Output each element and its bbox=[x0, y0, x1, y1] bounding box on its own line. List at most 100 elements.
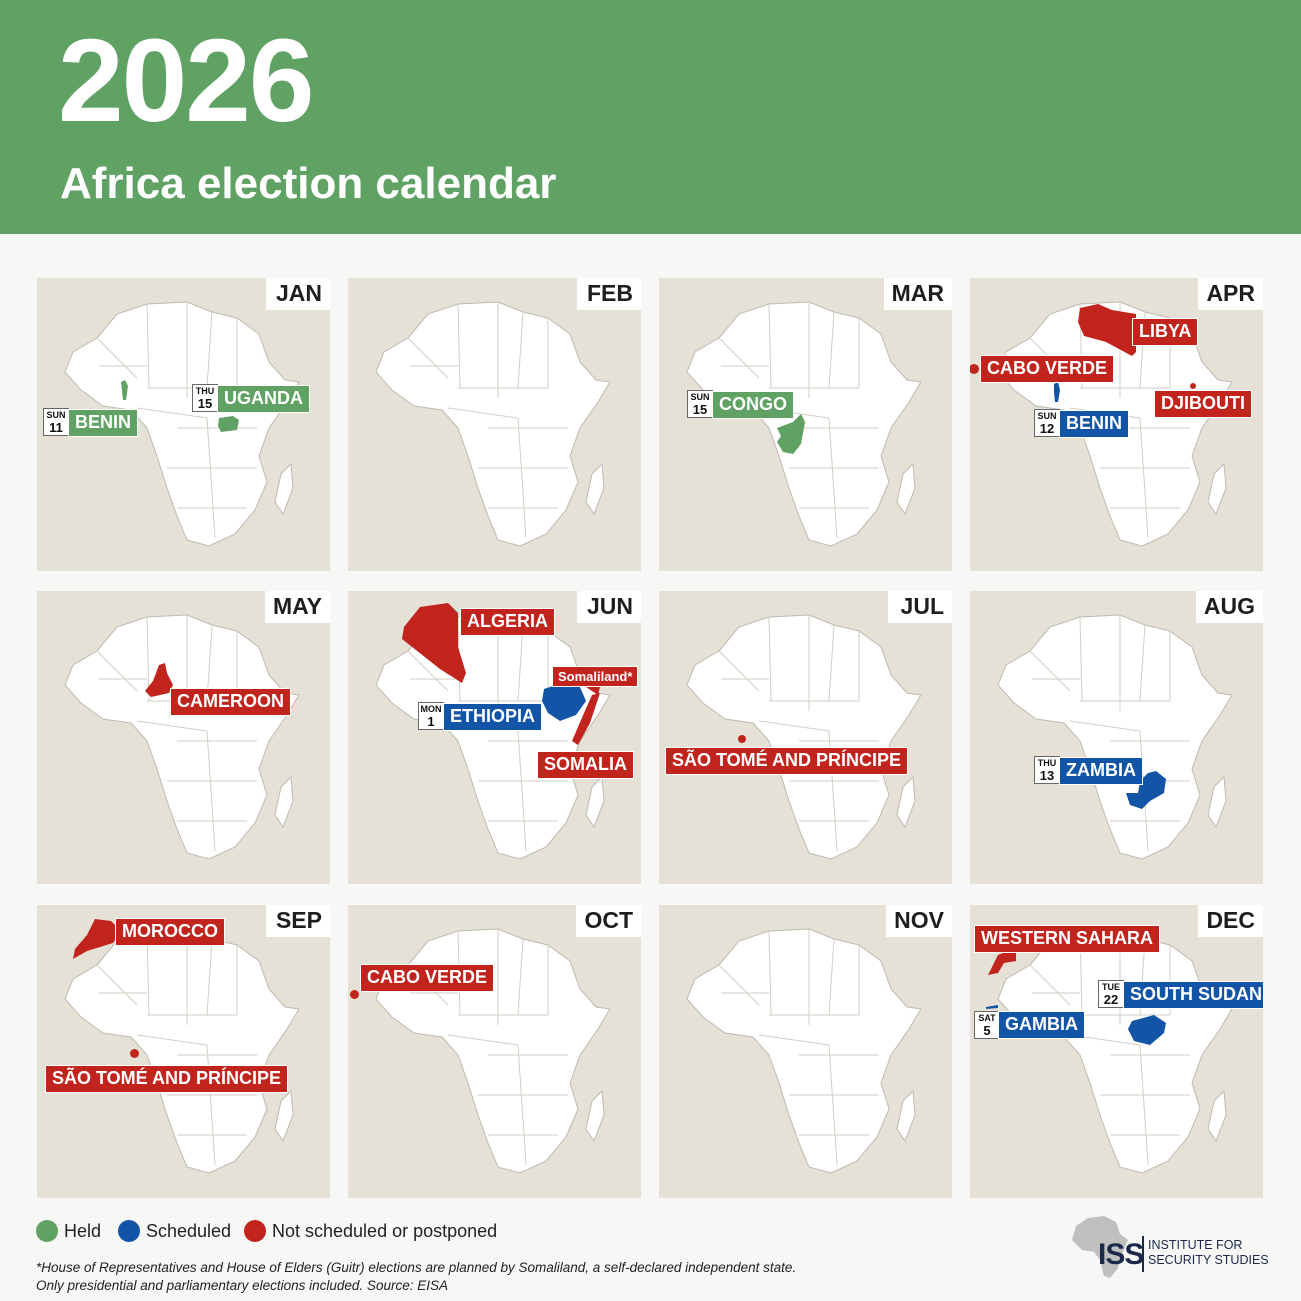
madagascar-landmass bbox=[274, 462, 294, 516]
madagascar-landmass bbox=[896, 462, 916, 516]
sao-tome-dot bbox=[738, 735, 746, 743]
label-somalia: SOMALIA bbox=[537, 751, 634, 779]
panel-jul: JUL SÃO TOMÉ AND PRÍNCIPE bbox=[659, 591, 952, 884]
country-border bbox=[768, 616, 772, 702]
not-scheduled-dot-icon bbox=[244, 1220, 266, 1242]
ethiopia-shape bbox=[542, 683, 586, 721]
label-benin: BENIN bbox=[68, 409, 139, 437]
country-border bbox=[206, 938, 213, 1016]
logo-fullname: INSTITUTE FOR SECURITY STUDIES bbox=[1148, 1238, 1269, 1267]
date-badge: SUN 11 bbox=[43, 408, 69, 436]
country-border bbox=[828, 624, 835, 702]
country-border bbox=[96, 337, 138, 379]
africa-landmass bbox=[375, 301, 611, 547]
scheduled-dot-icon bbox=[118, 1220, 140, 1242]
country-border bbox=[517, 417, 527, 539]
panel-dec: DEC WESTERN SAHARA TUE 22 SOUTH SUDAN SAT… bbox=[970, 905, 1263, 1198]
benin-shape bbox=[121, 380, 128, 400]
panel-apr: APR LIBYA CABO VERDE DJIBOUTI SUN 12 BENI… bbox=[970, 278, 1263, 571]
congo-shape bbox=[777, 414, 805, 454]
month-label: AUG bbox=[1195, 591, 1263, 623]
country-border bbox=[517, 938, 524, 1016]
madagascar-landmass bbox=[585, 462, 605, 516]
country-border bbox=[718, 650, 760, 692]
panel-aug: AUG THU 13 ZAMBIA bbox=[970, 591, 1263, 884]
uganda-shape bbox=[218, 416, 239, 432]
region-shapes bbox=[986, 951, 1166, 1045]
label-south-sudan: SOUTH SUDAN bbox=[1123, 981, 1263, 1009]
somaliland-shape bbox=[586, 687, 600, 695]
country-border bbox=[758, 720, 830, 732]
panel-oct: OCT CABO VERDE bbox=[348, 905, 641, 1198]
month-label: APR bbox=[1198, 278, 1263, 310]
month-label: MAR bbox=[883, 278, 952, 310]
africa-map bbox=[686, 928, 922, 1174]
label-somaliland: Somaliland* bbox=[552, 666, 639, 687]
label-libya: LIBYA bbox=[1132, 318, 1199, 346]
africa-landmass bbox=[64, 301, 300, 547]
year-title: 2026 bbox=[58, 15, 315, 147]
country-border bbox=[447, 407, 519, 419]
country-border bbox=[758, 1034, 830, 1046]
label-cameroon: CAMEROON bbox=[170, 688, 291, 716]
benin-shape bbox=[1054, 382, 1060, 402]
africa-landmass bbox=[686, 614, 922, 860]
label-algeria: ALGERIA bbox=[460, 608, 555, 636]
madagascar-landmass bbox=[274, 775, 294, 829]
panel-nov: NOV bbox=[659, 905, 952, 1198]
month-label: NOV bbox=[886, 905, 952, 937]
month-label: JUN bbox=[577, 591, 641, 623]
label-benin: BENIN bbox=[1059, 410, 1130, 438]
date-badge: TUE 22 bbox=[1098, 980, 1124, 1008]
month-label: OCT bbox=[576, 905, 641, 937]
legend-scheduled: Scheduled bbox=[118, 1220, 231, 1242]
western-sahara-shape bbox=[988, 951, 1016, 975]
region-shapes bbox=[777, 414, 805, 454]
country-border bbox=[136, 720, 208, 732]
region-shapes bbox=[73, 919, 121, 959]
date-badge: SUN 15 bbox=[687, 390, 713, 418]
country-border bbox=[96, 964, 138, 1006]
label-morocco: MOROCCO bbox=[115, 918, 225, 946]
country-border bbox=[1139, 1044, 1149, 1166]
panel-jun: JUN ALGERIA Somaliland* MON 1 ETHIOPIA SO… bbox=[348, 591, 641, 884]
country-border bbox=[828, 417, 838, 539]
month-label: MAY bbox=[265, 591, 330, 623]
country-border bbox=[517, 1044, 527, 1166]
africa-landmass bbox=[997, 614, 1233, 860]
libya-shape bbox=[1078, 304, 1136, 356]
country-border bbox=[206, 311, 213, 389]
legend-not-scheduled: Not scheduled or postponed bbox=[244, 1220, 497, 1242]
country-border bbox=[517, 730, 527, 852]
region-shapes bbox=[145, 663, 173, 697]
africa-logo-icon bbox=[1072, 1216, 1128, 1278]
label-cabo-verde: CABO VERDE bbox=[980, 355, 1115, 383]
madagascar-landmass bbox=[896, 775, 916, 829]
country-border bbox=[136, 407, 208, 419]
country-border bbox=[1029, 964, 1071, 1006]
madagascar-landmass bbox=[896, 1089, 916, 1143]
cabo-verde-dot bbox=[970, 364, 979, 374]
country-border bbox=[206, 730, 216, 852]
label-congo: CONGO bbox=[712, 391, 795, 419]
country-border bbox=[768, 930, 772, 1016]
country-border bbox=[718, 964, 760, 1006]
country-border bbox=[1069, 720, 1141, 732]
legend-not-scheduled-label: Not scheduled or postponed bbox=[272, 1220, 498, 1241]
logo-divider bbox=[1142, 1236, 1144, 1272]
iss-logo: ISS INSTITUTE FOR SECURITY STUDIES bbox=[1070, 1214, 1270, 1280]
footnote: *House of Representatives and House of E… bbox=[36, 1259, 936, 1294]
country-border bbox=[1029, 650, 1071, 692]
label-gambia: GAMBIA bbox=[998, 1011, 1085, 1039]
country-border bbox=[447, 1034, 519, 1046]
africa-map bbox=[375, 301, 611, 547]
madagascar-landmass bbox=[1207, 775, 1227, 829]
country-border bbox=[96, 650, 138, 692]
held-dot-icon bbox=[36, 1220, 58, 1242]
madagascar-landmass bbox=[274, 1089, 294, 1143]
country-border bbox=[206, 417, 216, 539]
region-shapes bbox=[1054, 304, 1196, 402]
date-badge: THU 15 bbox=[192, 384, 218, 412]
somalia-shape bbox=[572, 693, 600, 745]
panel-sep: SEP MOROCCO SÃO TOMÉ AND PRÍNCIPE bbox=[37, 905, 330, 1198]
